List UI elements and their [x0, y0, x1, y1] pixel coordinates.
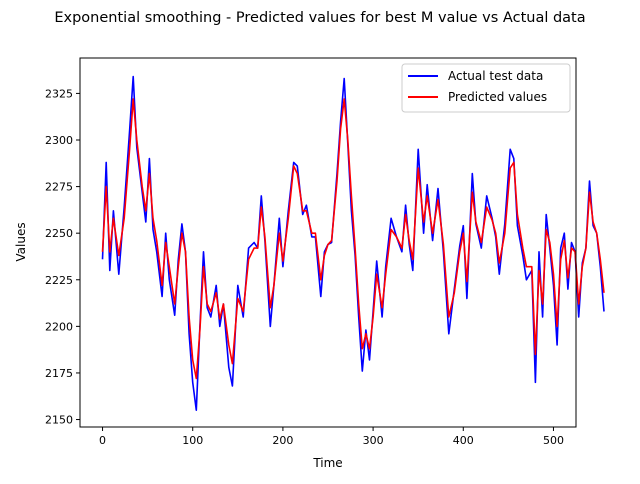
legend: Actual test data Predicted values — [401, 63, 571, 113]
y-axis: 2150 2175 2200 2225 2250 2275 2300 2325 — [45, 87, 80, 427]
series-lines — [101, 75, 605, 412]
legend-label-actual: Actual test data — [448, 69, 543, 83]
series-line-predicted — [101, 98, 605, 380]
legend-label-predicted: Predicted values — [448, 90, 547, 104]
x-tick-label: 0 — [99, 434, 106, 447]
x-axis: 0 100 200 300 400 500 — [99, 427, 564, 447]
x-tick-label: 100 — [182, 434, 203, 447]
chart-title: Exponential smoothing - Predicted values… — [54, 10, 585, 26]
y-tick-label: 2275 — [45, 181, 73, 194]
y-tick-label: 2325 — [45, 87, 73, 100]
y-tick-label: 2175 — [45, 367, 73, 380]
y-tick-label: 2200 — [45, 320, 73, 333]
legend-box — [401, 63, 571, 113]
x-tick-label: 200 — [272, 434, 293, 447]
y-tick-label: 2225 — [45, 274, 73, 287]
plot-frame — [79, 57, 577, 428]
y-axis-label: Values — [14, 222, 28, 261]
x-tick-label: 500 — [543, 434, 564, 447]
y-tick-label: 2300 — [45, 134, 73, 147]
x-tick-label: 300 — [363, 434, 384, 447]
y-tick-label: 2150 — [45, 414, 73, 427]
x-axis-label: Time — [312, 456, 342, 470]
y-tick-label: 2250 — [45, 227, 73, 240]
x-tick-label: 400 — [453, 434, 474, 447]
